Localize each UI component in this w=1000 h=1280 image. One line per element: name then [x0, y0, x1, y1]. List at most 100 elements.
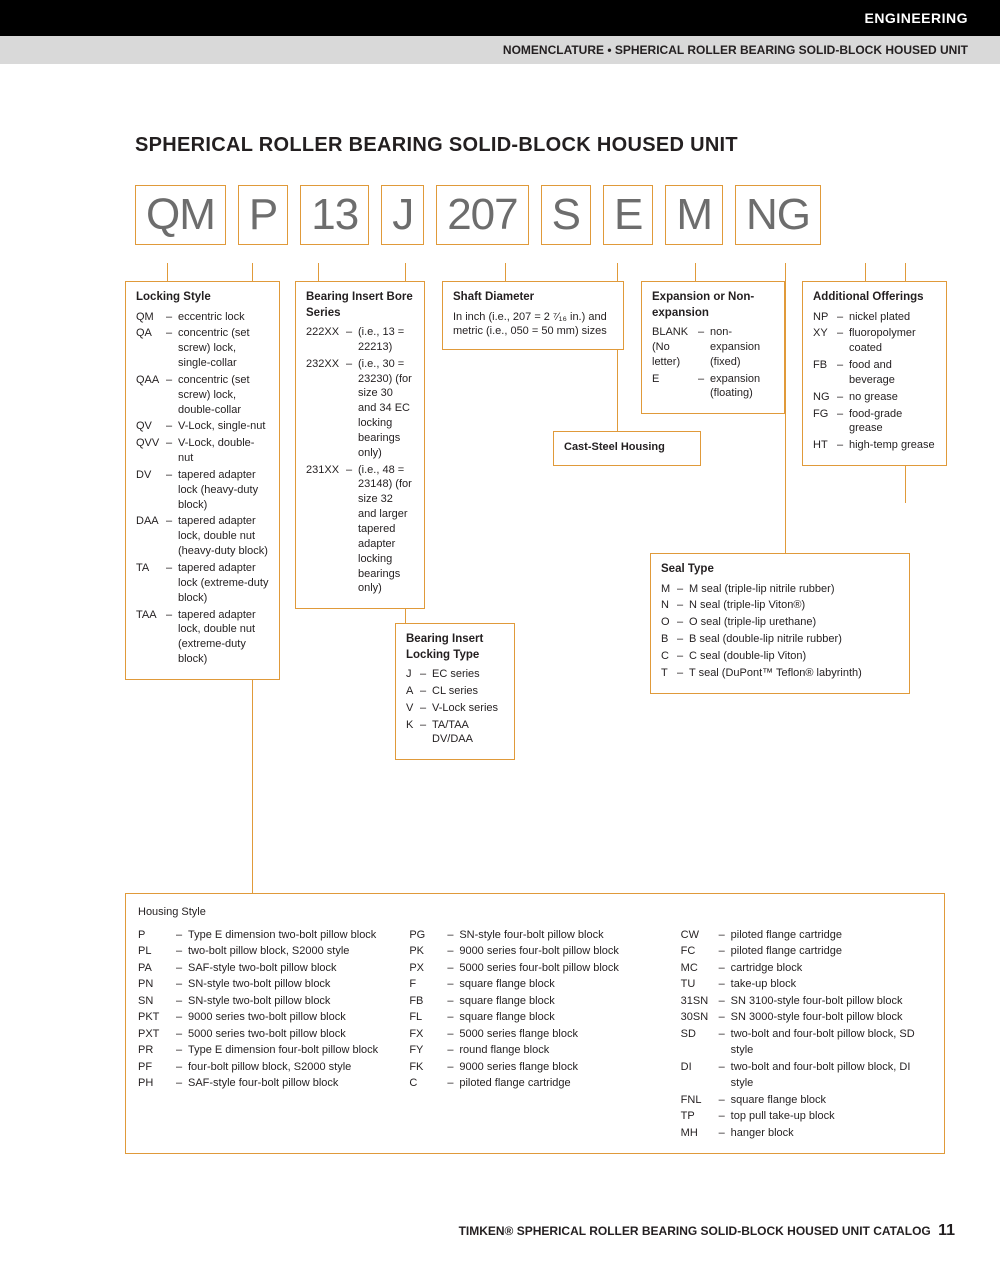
- housing-row: FX–5000 series flange block: [409, 1026, 660, 1043]
- housing-dash: –: [447, 1042, 459, 1059]
- bore-series-box: Bearing Insert Bore Series 222XX–(i.e., …: [295, 281, 425, 609]
- def-desc: M seal (triple-lip nitrile rubber): [689, 582, 899, 597]
- def-code: 232XX: [306, 357, 346, 461]
- code-box: P: [238, 185, 288, 245]
- locking-style-box: Locking Style QM–eccentric lockQA–concen…: [125, 281, 280, 680]
- housing-desc: Type E dimension four-bolt pillow block: [188, 1042, 389, 1059]
- connector-line: [865, 263, 866, 281]
- housing-row: C–piloted flange cartridge: [409, 1075, 660, 1092]
- def-dash: –: [698, 325, 710, 370]
- housing-code: FK: [409, 1059, 447, 1076]
- housing-code: FB: [409, 993, 447, 1010]
- def-code: FB: [813, 358, 837, 388]
- housing-desc: SN 3100-style four-bolt pillow block: [731, 993, 932, 1010]
- housing-desc: square flange block: [459, 976, 660, 993]
- def-code: 231XX: [306, 463, 346, 597]
- housing-code: PG: [409, 927, 447, 944]
- housing-code: PH: [138, 1075, 176, 1092]
- housing-row: MC–cartridge block: [681, 960, 932, 977]
- housing-code: PKT: [138, 1009, 176, 1026]
- code-box: M: [665, 185, 723, 245]
- housing-code: MH: [681, 1125, 719, 1142]
- def-dash: –: [837, 326, 849, 356]
- def-dash: –: [346, 463, 358, 597]
- definition-row: TA–tapered adapter lock (extreme-duty bl…: [136, 561, 269, 606]
- def-desc: fluoropolymer coated: [849, 326, 936, 356]
- definition-row: K–TA/TAA DV/DAA: [406, 718, 504, 748]
- definition-row: O–O seal (triple-lip urethane): [661, 615, 899, 630]
- def-desc: tapered adapter lock (heavy-duty block): [178, 468, 269, 513]
- def-desc: V-Lock, single-nut: [178, 419, 269, 434]
- def-desc: concentric (set screw) lock, double-coll…: [178, 373, 269, 418]
- housing-dash: –: [176, 927, 188, 944]
- definition-row: NP–nickel plated: [813, 310, 936, 325]
- housing-dash: –: [719, 960, 731, 977]
- housing-desc: piloted flange cartridge: [731, 943, 932, 960]
- def-code: E: [652, 372, 698, 402]
- def-desc: tapered adapter lock, double nut (extrem…: [178, 608, 269, 667]
- def-code: BLANK (No letter): [652, 325, 698, 370]
- housing-desc: two-bolt and four-bolt pillow block, SD …: [731, 1026, 932, 1059]
- def-dash: –: [420, 718, 432, 748]
- header-gray-bar: NOMENCLATURE • SPHERICAL ROLLER BEARING …: [0, 36, 1000, 64]
- def-dash: –: [166, 514, 178, 559]
- housing-row: PX–5000 series four-bolt pillow block: [409, 960, 660, 977]
- housing-row: DI–two-bolt and four-bolt pillow block, …: [681, 1059, 932, 1092]
- def-code: B: [661, 632, 677, 647]
- housing-dash: –: [719, 1059, 731, 1092]
- def-desc: nickel plated: [849, 310, 936, 325]
- definition-row: M–M seal (triple-lip nitrile rubber): [661, 582, 899, 597]
- def-dash: –: [166, 561, 178, 606]
- housing-dash: –: [176, 1075, 188, 1092]
- housing-desc: 9000 series flange block: [459, 1059, 660, 1076]
- bore-series-title: Bearing Insert Bore Series: [306, 290, 414, 321]
- housing-row: PKT–9000 series two-bolt pillow block: [138, 1009, 389, 1026]
- housing-row: SN–SN-style two-bolt pillow block: [138, 993, 389, 1010]
- housing-code: 30SN: [681, 1009, 719, 1026]
- definition-row: QM–eccentric lock: [136, 310, 269, 325]
- definition-row: FB–food and beverage: [813, 358, 936, 388]
- housing-dash: –: [447, 976, 459, 993]
- housing-dash: –: [447, 927, 459, 944]
- connector-line: [167, 263, 168, 281]
- def-desc: EC series: [432, 667, 504, 682]
- housing-row: FC–piloted flange cartridge: [681, 943, 932, 960]
- housing-dash: –: [176, 1009, 188, 1026]
- housing-code: 31SN: [681, 993, 719, 1010]
- expansion-title: Expansion or Non-expansion: [652, 290, 774, 321]
- housing-code: FX: [409, 1026, 447, 1043]
- housing-row: PA–SAF-style two-bolt pillow block: [138, 960, 389, 977]
- connector-line: [318, 263, 319, 281]
- def-code: N: [661, 598, 677, 613]
- housing-row: FB–square flange block: [409, 993, 660, 1010]
- housing-row: PR–Type E dimension four-bolt pillow blo…: [138, 1042, 389, 1059]
- housing-code: PF: [138, 1059, 176, 1076]
- housing-dash: –: [719, 1092, 731, 1109]
- def-dash: –: [677, 615, 689, 630]
- def-desc: food-grade grease: [849, 407, 936, 437]
- housing-desc: 5000 series flange block: [459, 1026, 660, 1043]
- def-dash: –: [837, 358, 849, 388]
- def-code: DV: [136, 468, 166, 513]
- housing-code: PR: [138, 1042, 176, 1059]
- housing-dash: –: [719, 1009, 731, 1026]
- housing-row: FK–9000 series flange block: [409, 1059, 660, 1076]
- housing-row: P–Type E dimension two-bolt pillow block: [138, 927, 389, 944]
- housing-row: FNL–square flange block: [681, 1092, 932, 1109]
- definition-row: 232XX–(i.e., 30 = 23230) (for size 30 an…: [306, 357, 414, 461]
- def-desc: (i.e., 48 = 23148) (for size 32 and larg…: [358, 463, 414, 597]
- cast-steel-box: Cast-Steel Housing: [553, 431, 701, 466]
- housing-dash: –: [447, 1026, 459, 1043]
- housing-desc: square flange block: [731, 1092, 932, 1109]
- housing-code: SD: [681, 1026, 719, 1059]
- def-dash: –: [677, 632, 689, 647]
- definition-row: E–expansion (floating): [652, 372, 774, 402]
- def-desc: tapered adapter lock (extreme-duty block…: [178, 561, 269, 606]
- definition-row: NG–no grease: [813, 390, 936, 405]
- def-dash: –: [837, 407, 849, 437]
- housing-code: FL: [409, 1009, 447, 1026]
- housing-desc: 9000 series two-bolt pillow block: [188, 1009, 389, 1026]
- def-code: C: [661, 649, 677, 664]
- housing-desc: SN 3000-style four-bolt pillow block: [731, 1009, 932, 1026]
- housing-row: PH–SAF-style four-bolt pillow block: [138, 1075, 389, 1092]
